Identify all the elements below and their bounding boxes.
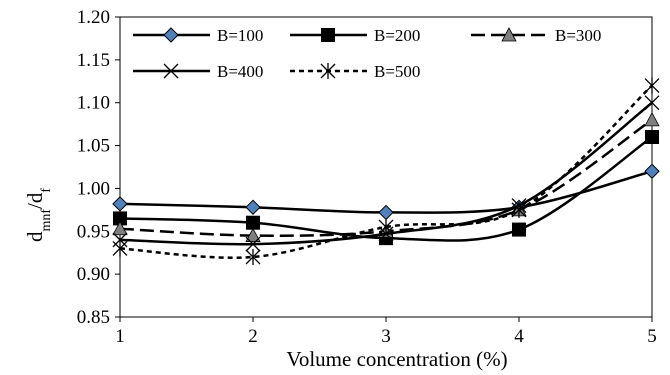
data-point-diamond [245, 199, 261, 215]
data-point-triangle [644, 112, 660, 127]
data-point-x [644, 95, 660, 111]
y-tick-label: 0.95 [77, 221, 110, 242]
data-point-square [246, 215, 260, 230]
data-point-square [321, 28, 335, 42]
data-point-star [511, 201, 527, 218]
legend: B=100 B=200 B=300 B=400 B=500 [133, 26, 601, 81]
data-point-square [512, 222, 526, 237]
y-tick-label: 1.20 [77, 7, 110, 28]
data-point-diamond [378, 204, 394, 221]
legend-label: B=500 [374, 62, 420, 81]
data-point-x [163, 63, 179, 79]
x-axis-title: Volume concentration (%) [286, 347, 507, 371]
data-point-diamond [112, 196, 128, 212]
series-b-200 [113, 130, 659, 246]
data-point-diamond [163, 27, 179, 43]
y-axis-title-sub1: mnf [39, 209, 54, 232]
data-point-square [113, 211, 127, 226]
y-tick-label: 1.00 [77, 178, 110, 199]
data-point-star [112, 240, 128, 257]
legend-label: B=300 [555, 26, 601, 45]
data-point-triangle [501, 27, 517, 42]
y-tick-label: 1.05 [77, 136, 110, 157]
data-point-star [378, 219, 394, 235]
y-tick-label: 1.10 [77, 93, 110, 114]
series-group [112, 77, 660, 265]
x-tick-label: 3 [381, 326, 391, 347]
data-point-diamond [644, 163, 660, 179]
y-tick-label: 0.85 [77, 307, 110, 328]
y-tick-label: 1.15 [77, 50, 110, 71]
x-tick-label: 2 [248, 326, 258, 347]
y-axis-title-main: d [23, 231, 47, 242]
data-point-triangle [245, 227, 261, 242]
legend-item: B=200 [290, 26, 420, 45]
y-axis-title-sub2: f [39, 188, 54, 193]
y-tick-label: 0.90 [77, 264, 110, 285]
data-point-star [644, 77, 660, 94]
y-axis-title-slash: /d [23, 192, 47, 209]
series-b-500 [112, 77, 660, 265]
svg-text:dmnf/df: dmnf/df [23, 188, 54, 242]
data-point-x [245, 236, 261, 252]
x-tick-label: 1 [115, 326, 125, 347]
y-axis: 0.85 0.90 0.95 1.00 1.05 1.10 1.15 1.20 [77, 7, 120, 328]
legend-label: B=100 [217, 26, 263, 45]
legend-label: B=400 [217, 62, 263, 81]
legend-label: B=200 [374, 26, 420, 45]
x-tick-label: 4 [514, 326, 524, 347]
legend-item: B=300 [471, 26, 601, 45]
x-axis: 1 2 3 4 5 [115, 317, 657, 347]
x-tick-label: 5 [647, 326, 657, 347]
y-axis-title: dmnf/df [23, 188, 54, 242]
data-point-triangle [112, 220, 128, 236]
legend-item: B=500 [290, 62, 420, 81]
data-point-square [645, 130, 659, 144]
legend-item: B=100 [133, 26, 263, 45]
data-point-star [320, 63, 336, 79]
legend-item: B=400 [133, 62, 263, 81]
series-b-100 [112, 163, 660, 221]
data-point-star [245, 249, 261, 265]
